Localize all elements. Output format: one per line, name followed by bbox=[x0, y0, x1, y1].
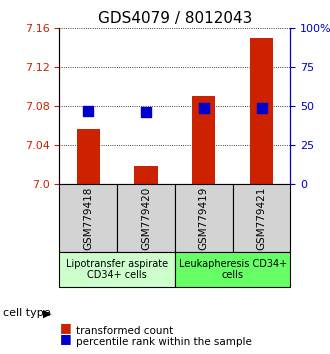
Text: ■: ■ bbox=[59, 321, 71, 334]
Text: GSM779421: GSM779421 bbox=[256, 187, 267, 250]
Text: GSM779420: GSM779420 bbox=[141, 187, 151, 250]
Bar bbox=[192, 96, 215, 184]
Text: ▶: ▶ bbox=[43, 308, 51, 318]
Text: transformed count: transformed count bbox=[76, 326, 173, 336]
Text: ■: ■ bbox=[59, 332, 71, 344]
Bar bbox=[250, 38, 273, 184]
Bar bbox=[77, 129, 100, 184]
Point bbox=[85, 108, 91, 114]
Text: Lipotransfer aspirate
CD34+ cells: Lipotransfer aspirate CD34+ cells bbox=[66, 259, 168, 280]
Text: GSM779418: GSM779418 bbox=[83, 187, 93, 250]
Title: GDS4079 / 8012043: GDS4079 / 8012043 bbox=[98, 11, 252, 26]
FancyBboxPatch shape bbox=[117, 184, 175, 252]
Text: cell type: cell type bbox=[3, 308, 51, 318]
Bar bbox=[135, 166, 158, 184]
Point bbox=[143, 109, 148, 115]
FancyBboxPatch shape bbox=[59, 252, 175, 287]
Text: percentile rank within the sample: percentile rank within the sample bbox=[76, 337, 252, 347]
FancyBboxPatch shape bbox=[175, 184, 233, 252]
FancyBboxPatch shape bbox=[175, 252, 290, 287]
Point bbox=[259, 105, 264, 110]
Text: Leukapheresis CD34+
cells: Leukapheresis CD34+ cells bbox=[179, 259, 287, 280]
Point bbox=[201, 105, 207, 110]
FancyBboxPatch shape bbox=[233, 184, 290, 252]
Text: GSM779419: GSM779419 bbox=[199, 187, 209, 250]
FancyBboxPatch shape bbox=[59, 184, 117, 252]
